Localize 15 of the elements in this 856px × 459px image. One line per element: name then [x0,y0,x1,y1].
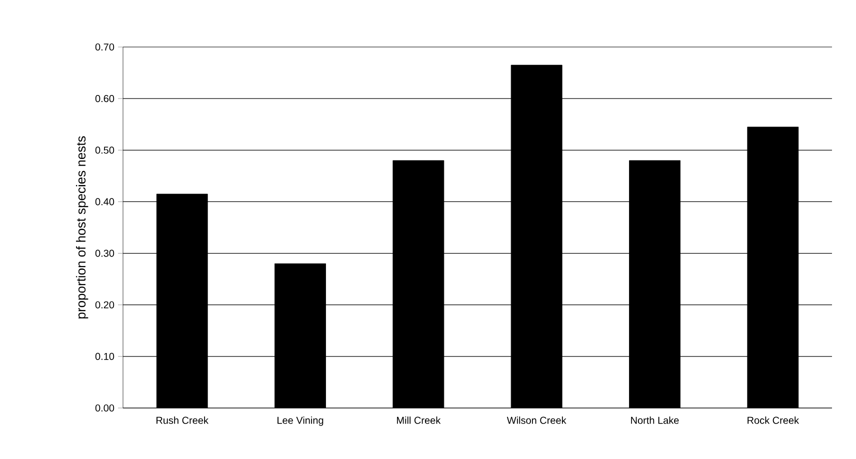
x-tick-label: Wilson Creek [506,416,566,424]
y-axis-title: proportion of host species nests [76,136,88,318]
x-tick-label: Lee Vining [278,416,324,426]
x-tick-label: Rush Creek [156,416,208,424]
y-tick-label: 0.50 [95,146,114,154]
y-tick-label: 0.60 [95,95,114,102]
x-tick-label: Mill Creek [397,416,441,424]
x-tick-label: Rock Creek [748,416,800,424]
y-tick-label: 0.20 [95,301,114,308]
y-tick-label: 0.70 [95,43,114,51]
y-tick-label: 0.40 [95,198,114,206]
y-tick-label: 0.30 [95,250,114,257]
y-tick-label: 0.10 [95,352,114,360]
y-tick-label: 0.00 [95,404,114,412]
x-tick-label: North Lake [631,416,679,424]
